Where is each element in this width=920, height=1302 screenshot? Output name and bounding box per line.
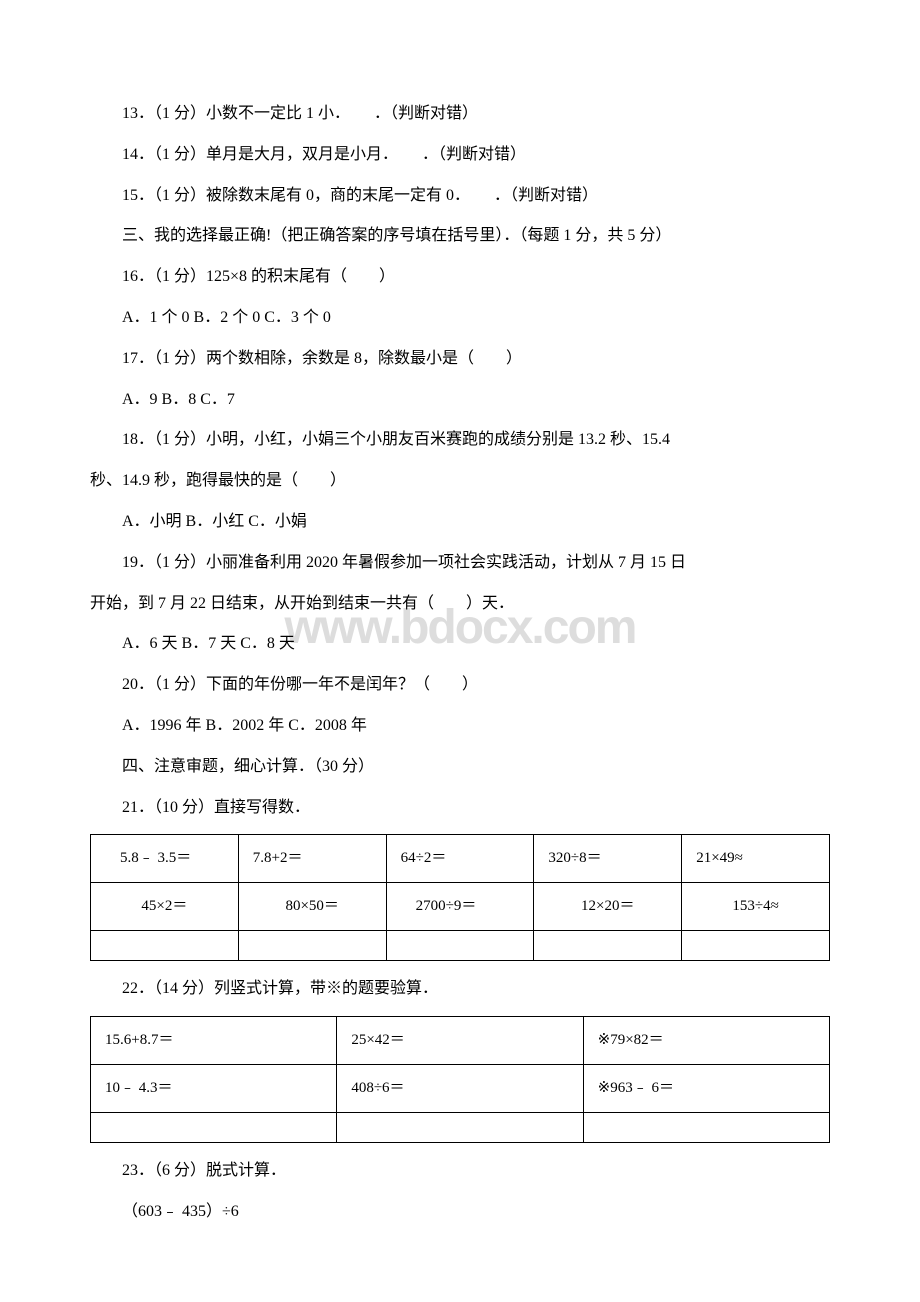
section-3-title: 三、我的选择最正确!（把正确答案的序号填在括号里）．（每题 1 分，共 5 分） — [90, 222, 830, 251]
page-content: 13．（1 分）小数不一定比 1 小． ．（判断对错） 14．（1 分）单月是大… — [90, 100, 830, 1227]
table-cell: 153÷4≈ — [682, 883, 830, 931]
table-row: 15.6+8.7＝ 25×42＝ ※79×82＝ — [91, 1017, 830, 1065]
table-cell — [682, 931, 830, 961]
table-cell: 10﹣ 4.3＝ — [91, 1065, 337, 1113]
table-cell: ※963﹣ 6＝ — [583, 1065, 829, 1113]
question-18-options: A．小明 B．小红 C．小娟 — [90, 508, 830, 537]
question-18-line1: 18．（1 分）小明，小红，小娟三个小朋友百米赛跑的成绩分别是 13.2 秒、1… — [90, 426, 830, 455]
table-cell: ※79×82＝ — [583, 1017, 829, 1065]
table-cell: 12×20＝ — [534, 883, 682, 931]
question-17-options: A．9 B．8 C．7 — [90, 386, 830, 415]
table-cell: 320÷8＝ — [534, 835, 682, 883]
table-cell — [91, 1113, 337, 1143]
table-cell: 45×2＝ — [91, 883, 239, 931]
table-cell — [583, 1113, 829, 1143]
table-cell: 2700÷9＝ — [386, 883, 534, 931]
question-19-line2: 开始，到 7 月 22 日结束，从开始到结束一共有（ ）天． — [90, 590, 830, 619]
table-row: 45×2＝ 80×50＝ 2700÷9＝ 12×20＝ 153÷4≈ — [91, 883, 830, 931]
question-23-expr: （603﹣ 435）÷6 — [90, 1198, 830, 1227]
question-22: 22．（14 分）列竖式计算，带※的题要验算． — [90, 975, 830, 1004]
table-cell — [386, 931, 534, 961]
table-cell: 25×42＝ — [337, 1017, 583, 1065]
question-15: 15．（1 分）被除数末尾有 0，商的末尾一定有 0． ．（判断对错） — [90, 182, 830, 211]
question-20: 20．（1 分）下面的年份哪一年不是闰年？（ ） — [90, 671, 830, 700]
table-cell: 5.8﹣ 3.5＝ — [91, 835, 239, 883]
question-20-options: A．1996 年 B．2002 年 C．2008 年 — [90, 712, 830, 741]
table-row — [91, 931, 830, 961]
question-16-options: A．1 个 0 B．2 个 0 C．3 个 0 — [90, 304, 830, 333]
question-18-line2: 秒、14.9 秒，跑得最快的是（ ） — [90, 467, 830, 496]
table-21: 5.8﹣ 3.5＝ 7.8+2＝ 64÷2＝ 320÷8＝ 21×49≈ 45×… — [90, 834, 830, 961]
table-row: 10﹣ 4.3＝ 408÷6＝ ※963﹣ 6＝ — [91, 1065, 830, 1113]
question-19-options: A．6 天 B．7 天 C．8 天 — [90, 630, 830, 659]
table-22: 15.6+8.7＝ 25×42＝ ※79×82＝ 10﹣ 4.3＝ 408÷6＝… — [90, 1016, 830, 1143]
table-cell: 80×50＝ — [238, 883, 386, 931]
table-row: 5.8﹣ 3.5＝ 7.8+2＝ 64÷2＝ 320÷8＝ 21×49≈ — [91, 835, 830, 883]
table-cell — [238, 931, 386, 961]
table-cell: 64÷2＝ — [386, 835, 534, 883]
question-23: 23．（6 分）脱式计算． — [90, 1157, 830, 1186]
table-cell: 408÷6＝ — [337, 1065, 583, 1113]
table-cell: 7.8+2＝ — [238, 835, 386, 883]
question-13: 13．（1 分）小数不一定比 1 小． ．（判断对错） — [90, 100, 830, 129]
question-19-line1: 19．（1 分）小丽准备利用 2020 年暑假参加一项社会实践活动，计划从 7 … — [90, 549, 830, 578]
table-cell — [91, 931, 239, 961]
table-cell — [534, 931, 682, 961]
question-17: 17．（1 分）两个数相除，余数是 8，除数最小是（ ） — [90, 345, 830, 374]
question-16: 16．（1 分）125×8 的积末尾有（ ） — [90, 263, 830, 292]
section-4-title: 四、注意审题，细心计算．（30 分） — [90, 753, 830, 782]
table-cell — [337, 1113, 583, 1143]
table-row — [91, 1113, 830, 1143]
table-cell: 15.6+8.7＝ — [91, 1017, 337, 1065]
table-cell: 21×49≈ — [682, 835, 830, 883]
question-14: 14．（1 分）单月是大月，双月是小月． ．（判断对错） — [90, 141, 830, 170]
question-21: 21．（10 分）直接写得数． — [90, 794, 830, 823]
